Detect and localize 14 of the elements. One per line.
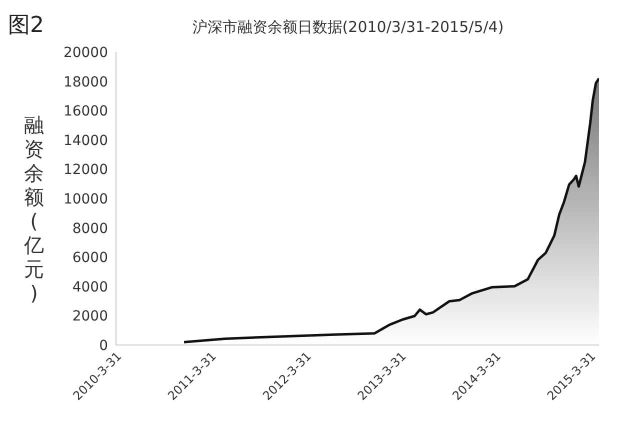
y-tick-label: 4000: [72, 279, 108, 296]
y-tick-label: 16000: [63, 104, 108, 120]
y-axis-title: 融资余额(亿元): [23, 113, 45, 305]
y-tick-label: 20000: [63, 44, 108, 61]
y-tick-label: 6000: [72, 250, 108, 266]
y-tick-label: 18000: [63, 74, 108, 90]
y-tick-label: 12000: [63, 162, 108, 178]
chart-title: 沪深市融资余额日数据(2010/3/31-2015/5/4): [191, 18, 505, 37]
y-tick-label: 8000: [72, 220, 108, 237]
y-tick-label: 2000: [72, 308, 108, 325]
y-tick-label: 10000: [63, 191, 108, 208]
y-tick-label: 14000: [63, 132, 108, 149]
caption: 图2: [8, 12, 44, 40]
y-tick-label: 0: [99, 338, 108, 354]
